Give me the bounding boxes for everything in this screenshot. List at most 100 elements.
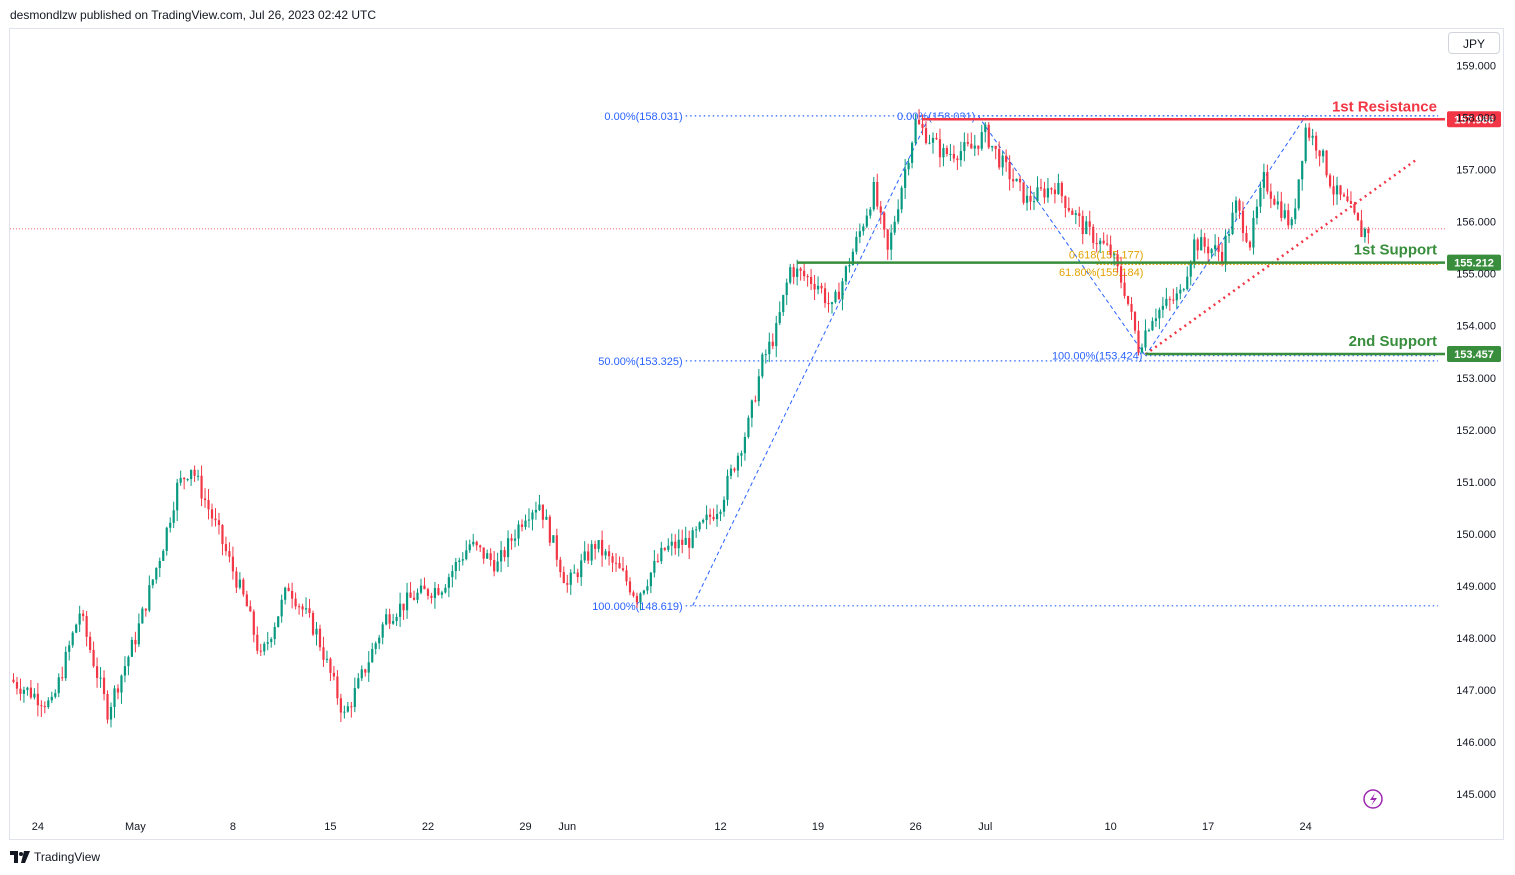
- candle-body: [454, 562, 457, 572]
- price-tag: [1447, 345, 1501, 362]
- candle-body: [656, 560, 659, 562]
- candle-body: [740, 453, 743, 456]
- candle-body: [938, 139, 942, 158]
- candle-body: [1238, 200, 1241, 211]
- candle-body: [1224, 235, 1227, 262]
- candle-body: [663, 547, 666, 550]
- time-tick-label: 19: [812, 821, 824, 833]
- candle-body: [917, 119, 921, 124]
- candle-body: [57, 677, 60, 694]
- lightning-icon[interactable]: [1363, 789, 1383, 809]
- candle-body: [524, 520, 527, 528]
- time-tick-label: 8: [230, 821, 236, 833]
- candle-body: [350, 706, 353, 708]
- candle-body: [712, 516, 715, 520]
- candle-body: [980, 132, 983, 149]
- candle-body: [827, 303, 830, 305]
- candle-body: [92, 649, 95, 667]
- candle-body: [1182, 289, 1185, 291]
- candle-body: [1342, 194, 1346, 197]
- candle-body: [374, 643, 377, 649]
- candle-body: [837, 291, 841, 300]
- candle-body: [820, 285, 823, 289]
- candle-body: [594, 544, 597, 549]
- candle-body: [1287, 210, 1290, 226]
- fib-level-label: 100.00%(148.619): [592, 601, 683, 613]
- candle-body: [1039, 187, 1043, 189]
- candle-body: [165, 527, 168, 551]
- price-axis[interactable]: 159.000 158.000 157.000 156.000 155.000 154.0…: [1456, 60, 1496, 801]
- candle-body: [364, 669, 367, 673]
- candle-body: [803, 270, 806, 277]
- currency-button[interactable]: JPY: [1448, 32, 1500, 54]
- time-axis[interactable]: 24 May 8 15 22 29 Jun 12 19 26 Jul 10 17 24: [32, 821, 1312, 833]
- candle-body: [332, 672, 336, 677]
- candle-body: [294, 598, 297, 607]
- candle-body: [1179, 289, 1182, 294]
- candle-body: [778, 312, 781, 324]
- fib-level-label: 0.00%(158.031): [897, 111, 975, 123]
- candle-body: [998, 149, 1001, 168]
- candle-body: [1133, 311, 1137, 331]
- candle-body: [562, 572, 565, 583]
- candle-body: [1015, 178, 1018, 182]
- candle-body: [61, 677, 64, 679]
- candle-body: [869, 209, 872, 216]
- candle-body: [43, 706, 46, 708]
- candle-body: [1032, 201, 1036, 203]
- candle-body: [771, 341, 774, 347]
- candle-body: [513, 538, 517, 541]
- candle-body: [1158, 309, 1161, 319]
- candle-body: [1367, 228, 1370, 234]
- candle-body: [1081, 215, 1084, 235]
- candle-body: [991, 145, 994, 148]
- candle-body: [1318, 150, 1321, 157]
- candle-body: [468, 544, 471, 551]
- footer-brand: TradingView: [34, 850, 101, 864]
- candle-body: [284, 587, 287, 600]
- fib-level-label: 0.00%(158.031): [604, 111, 682, 123]
- candle-body: [210, 509, 214, 519]
- candle-body: [545, 516, 548, 520]
- candle-body: [897, 209, 900, 222]
- candle-body: [715, 513, 719, 520]
- candle-body: [1175, 293, 1178, 301]
- candle-body: [50, 696, 53, 701]
- candle-body: [1119, 266, 1123, 283]
- candle-body: [1147, 330, 1151, 332]
- candle-body: [19, 688, 22, 694]
- candle-body: [872, 181, 875, 210]
- candle-body: [949, 153, 952, 155]
- candle-body: [36, 693, 39, 706]
- candle-body: [148, 585, 151, 611]
- candle-body: [1116, 254, 1119, 267]
- candle-body: [1200, 237, 1203, 251]
- candle-body: [904, 169, 907, 188]
- price-tick-label: 149.000: [1456, 581, 1496, 593]
- candle-body: [1349, 201, 1353, 204]
- candle-body: [440, 592, 443, 595]
- candle-body: [1005, 155, 1008, 163]
- candle-body: [134, 639, 137, 645]
- time-tick-label: Jul: [978, 821, 992, 833]
- support-resistance-levels[interactable]: 1st Resistance 157.966 1st Support 155.212 2…: [797, 98, 1501, 362]
- candle-body: [26, 687, 29, 690]
- candle-body: [534, 510, 538, 513]
- candle-body: [792, 267, 795, 277]
- candle-body: [1227, 234, 1231, 236]
- level-name-label: 1st Resistance: [1332, 98, 1437, 115]
- fibonacci-drawings[interactable]: 0.00%(158.031) 50.00%(153.325) 100.00%(148…: [592, 111, 1439, 613]
- candle-body: [883, 212, 886, 230]
- candle-body: [141, 608, 144, 624]
- candle-body: [179, 477, 182, 483]
- candle-body: [1297, 179, 1300, 209]
- candle-body: [489, 553, 492, 560]
- candle-body: [1029, 195, 1032, 202]
- golden-level-label: 61.80%(155.184): [1059, 267, 1143, 279]
- candle-body: [823, 288, 827, 304]
- candle-body: [1363, 228, 1366, 238]
- candle-body: [252, 611, 255, 635]
- candle-body: [942, 148, 945, 158]
- candle-body: [405, 592, 409, 611]
